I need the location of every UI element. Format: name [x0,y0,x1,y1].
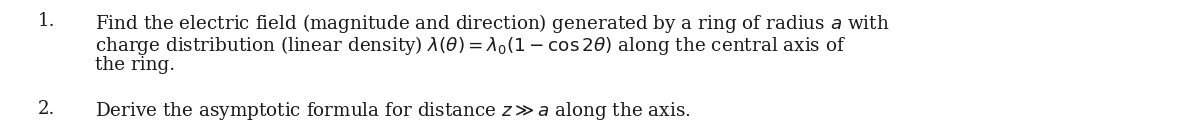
Text: the ring.: the ring. [95,56,175,74]
Text: Derive the asymptotic formula for distance $z \gg a$ along the axis.: Derive the asymptotic formula for distan… [95,100,690,122]
Text: Find the electric field (magnitude and direction) generated by a ring of radius : Find the electric field (magnitude and d… [95,12,889,35]
Text: 2.: 2. [37,100,55,118]
Text: 1.: 1. [37,12,55,30]
Text: charge distribution (linear density) $\lambda(\theta) = \lambda_0(1 - \cos 2\the: charge distribution (linear density) $\l… [95,34,846,57]
